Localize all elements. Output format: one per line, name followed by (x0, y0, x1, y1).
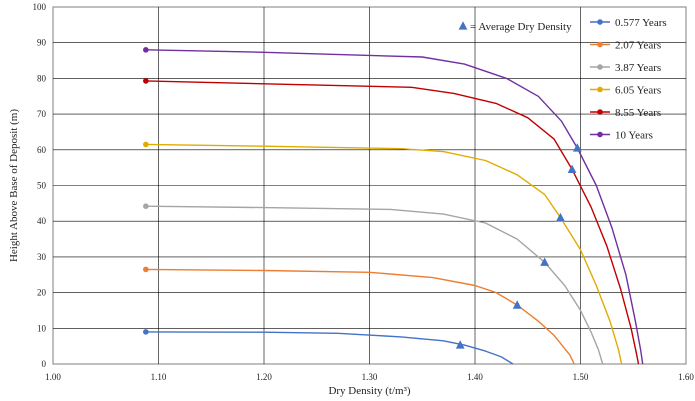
series-line (145, 49, 644, 365)
gridlines (52, 6, 687, 365)
series-start-point (143, 203, 149, 210)
axes: 0 10 20 30 40 50 60 70 80 90 100 1.00 1.10 1.20 1.30 1.… (33, 2, 695, 382)
average-density-marker (556, 212, 565, 222)
y-tick-label: 0 (42, 359, 47, 369)
legend-point-swatch (597, 131, 603, 138)
series-lines (145, 49, 644, 365)
series-start-point (143, 78, 149, 84)
legend-series-label: 3.87 Years (615, 62, 661, 74)
x-axis-title: Dry Density (t/m³) (328, 385, 410, 397)
average-density-marker (567, 164, 577, 174)
x-tick-label: 1.40 (467, 372, 483, 382)
y-tick-label: 100 (33, 2, 47, 12)
legend-series-label: 0.577 Years (615, 17, 667, 29)
data-markers (143, 47, 582, 349)
x-tick-label: 1.50 (573, 372, 589, 382)
series-start-point (143, 266, 149, 273)
series-line (145, 268, 575, 365)
y-tick-label: 10 (37, 323, 47, 333)
series-start-point (143, 47, 149, 53)
legend-point-swatch (597, 64, 603, 70)
y-tick-label: 30 (37, 252, 47, 262)
legend-point-swatch (597, 109, 603, 115)
average-density-marker (540, 257, 550, 266)
legend-series-label: 6.05 Years (615, 85, 661, 97)
y-tick-label: 70 (37, 109, 47, 119)
legend-average-label: = Average Dry Density (470, 21, 572, 33)
y-tick-label: 60 (37, 145, 47, 155)
series-line (145, 205, 604, 365)
legend-point-swatch (597, 86, 603, 93)
average-density-marker (512, 300, 522, 309)
average-density-marker (572, 143, 582, 152)
legend-point-swatch (597, 41, 603, 48)
y-tick-label: 80 (37, 73, 47, 83)
legend-point-swatch (597, 19, 603, 25)
legend-series-label: 8.55 Years (615, 107, 661, 119)
y-axis-title: Height Above Base of Deposit (m) (8, 109, 20, 262)
series-start-point (143, 329, 149, 335)
y-tick-label: 90 (37, 38, 47, 48)
y-tick-label: 50 (37, 181, 47, 191)
x-tick-label: 1.60 (678, 372, 694, 382)
series-start-point (143, 141, 149, 148)
x-tick-label: 1.30 (362, 372, 378, 382)
series-line (145, 331, 514, 365)
legend: = Average Dry Density 0.577 Years 2.07 Yea… (458, 17, 667, 142)
legend-series-label: 2.07 Years (615, 40, 661, 52)
series-line (145, 80, 640, 365)
average-density-marker (455, 340, 465, 349)
y-tick-label: 40 (37, 216, 47, 226)
x-tick-label: 1.20 (256, 372, 272, 382)
x-tick-label: 1.00 (45, 372, 61, 382)
legend-series-label: 10 Years (615, 130, 653, 142)
series-line (145, 143, 623, 365)
x-tick-label: 1.10 (151, 372, 167, 382)
y-tick-label: 20 (37, 288, 47, 298)
legend-triangle-marker (458, 21, 468, 30)
